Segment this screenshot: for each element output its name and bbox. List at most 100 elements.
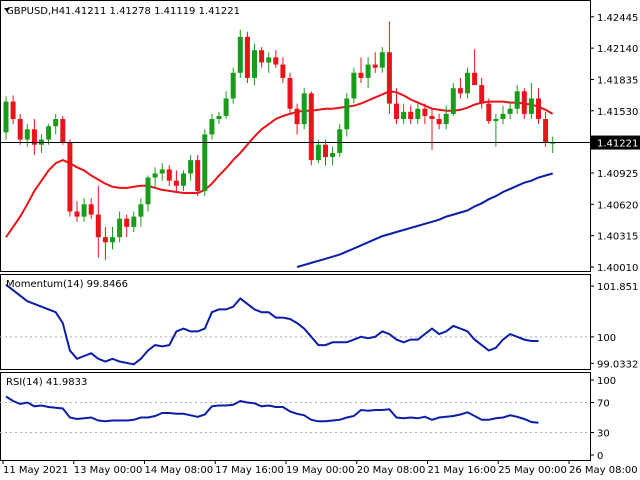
candle-bullish bbox=[528, 98, 534, 114]
price-tick-label: 1.40010 bbox=[597, 263, 638, 274]
candle-bullish bbox=[209, 119, 215, 135]
candle-bearish bbox=[436, 119, 442, 125]
current-price-value: 1.41221 bbox=[597, 139, 638, 150]
candle-bullish bbox=[344, 98, 350, 130]
momentum-panel: Momentum(14) 99.8466 101.851 100 99.0332 bbox=[0, 274, 638, 370]
candle-bearish bbox=[259, 50, 265, 63]
price-tick-label: 1.40925 bbox=[597, 169, 638, 180]
candle-bullish bbox=[301, 93, 307, 125]
candle-bullish bbox=[266, 57, 272, 63]
candle-bearish bbox=[521, 91, 527, 114]
candle-bullish bbox=[117, 218, 123, 238]
candle-bullish bbox=[145, 177, 151, 205]
rsi-line bbox=[5, 395, 539, 424]
rsi-axis: 100 70 30 0 bbox=[590, 376, 616, 462]
current-price-tag bbox=[591, 135, 640, 150]
candle-bullish bbox=[237, 36, 243, 73]
candle-bullish bbox=[507, 108, 513, 114]
candle-bullish bbox=[152, 173, 158, 178]
price-tick-label: 1.42445 bbox=[597, 13, 638, 24]
momentum-tick-label: 99.0332 bbox=[597, 359, 638, 370]
candle-bearish bbox=[358, 72, 364, 78]
candle-bearish bbox=[394, 103, 399, 120]
candle-bearish bbox=[244, 36, 250, 78]
rsi-tick-label: 0 bbox=[597, 451, 603, 462]
candle-bullish bbox=[550, 142, 556, 144]
candle-bearish bbox=[88, 204, 94, 215]
candle-bearish bbox=[31, 129, 37, 145]
candle-bullish bbox=[415, 108, 421, 120]
candle-bullish bbox=[53, 119, 59, 127]
momentum-label: Momentum(14) 99.8466 bbox=[6, 279, 128, 290]
candle-bearish bbox=[74, 211, 80, 217]
rsi-tick-label: 100 bbox=[597, 376, 616, 387]
candle-bearish bbox=[294, 108, 300, 125]
candle-bearish bbox=[60, 119, 66, 143]
candle-bullish bbox=[514, 91, 520, 109]
candle-bearish bbox=[95, 214, 101, 238]
candle-bullish bbox=[159, 169, 165, 174]
momentum-axis: 101.851 100 99.0332 bbox=[590, 282, 638, 370]
candle-bearish bbox=[479, 85, 485, 104]
candle-bearish bbox=[323, 144, 328, 158]
candle-bullish bbox=[252, 50, 257, 78]
candle-bearish bbox=[422, 108, 428, 116]
time-tick-label: 17 May 16:00 bbox=[215, 465, 284, 476]
candle-bullish bbox=[81, 204, 87, 217]
ohlc-values-label: 1.41211 1.41278 1.41119 1.41221 bbox=[65, 6, 240, 17]
moving-average-red bbox=[5, 90, 554, 238]
candle-bearish bbox=[429, 115, 435, 120]
candle-bullish bbox=[450, 88, 456, 114]
candle-bullish bbox=[379, 52, 385, 68]
time-tick-label: 21 May 16:00 bbox=[428, 465, 497, 476]
candle-bullish bbox=[24, 129, 30, 140]
candle-bearish bbox=[67, 142, 73, 212]
time-tick-label: 20 May 08:00 bbox=[357, 465, 426, 476]
time-tick-label: 25 May 00:00 bbox=[498, 465, 567, 476]
candle-bearish bbox=[287, 77, 293, 109]
candle-bearish bbox=[280, 64, 286, 78]
candle-bullish bbox=[110, 237, 115, 243]
candle-bearish bbox=[457, 88, 463, 94]
candle-bullish bbox=[230, 72, 236, 99]
rsi-panel: RSI(14) 41.9833 100 70 30 0 bbox=[0, 372, 616, 462]
momentum-tick-label: 100 bbox=[597, 333, 616, 344]
time-tick-label: 14 May 08:00 bbox=[145, 465, 214, 476]
candle-bullish bbox=[188, 160, 194, 174]
candle-bearish bbox=[472, 72, 478, 86]
candle-bullish bbox=[500, 113, 506, 120]
candle-bullish bbox=[216, 115, 222, 120]
price-tick-label: 1.41530 bbox=[597, 107, 638, 118]
rsi-tick-label: 30 bbox=[597, 429, 610, 440]
candle-bullish bbox=[365, 64, 371, 78]
time-tick-label: 26 May 08:00 bbox=[569, 465, 638, 476]
rsi-label: RSI(14) 41.9833 bbox=[6, 377, 87, 388]
time-tick-label: 19 May 00:00 bbox=[286, 465, 355, 476]
candle-bullish bbox=[315, 144, 321, 161]
candle-bullish bbox=[443, 113, 449, 125]
candle-bearish bbox=[386, 52, 392, 104]
candle-bearish bbox=[308, 93, 314, 161]
candle-bullish bbox=[351, 72, 357, 99]
candle-bearish bbox=[408, 111, 414, 120]
momentum-line bbox=[5, 283, 539, 366]
candle-bullish bbox=[493, 119, 499, 122]
dropdown-arrow-icon[interactable] bbox=[4, 8, 10, 12]
rsi-tick-label: 70 bbox=[597, 399, 610, 410]
candle-bearish bbox=[543, 119, 549, 143]
candle-bearish bbox=[10, 101, 16, 120]
price-panel: GBPUSD,H4 1.41211 1.41278 1.41119 1.4122… bbox=[0, 0, 640, 274]
moving-average-blue bbox=[296, 172, 553, 268]
candle-bearish bbox=[124, 218, 130, 227]
price-tick-label: 1.42140 bbox=[597, 44, 638, 55]
time-axis: 11 May 2021 13 May 00:00 14 May 08:00 17 Ma… bbox=[2, 460, 638, 476]
momentum-tick-label: 101.851 bbox=[597, 282, 638, 293]
candle-bearish bbox=[17, 119, 23, 140]
candle-bullish bbox=[181, 173, 186, 186]
price-tick-label: 1.40315 bbox=[597, 232, 638, 243]
symbol-label: GBPUSD,H4 bbox=[6, 6, 65, 17]
candle-bearish bbox=[102, 237, 108, 243]
candle-bullish bbox=[465, 72, 470, 94]
candle-bearish bbox=[173, 180, 179, 186]
